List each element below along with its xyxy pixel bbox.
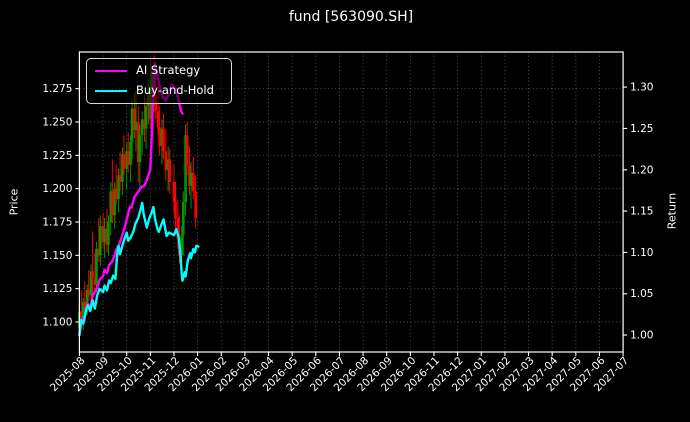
candle-body [184, 135, 187, 202]
y-right-tick-label: 1.10 [630, 247, 653, 259]
y-axis-label-price: Price [7, 188, 21, 216]
candle-body [109, 191, 113, 222]
candle-body [138, 135, 142, 162]
candle-body [133, 108, 136, 130]
y-left-tick-label: 1.200 [42, 183, 72, 195]
candle-body [189, 172, 193, 186]
candle-body [97, 248, 101, 256]
candle-body [81, 302, 85, 320]
candle-body [134, 122, 138, 130]
y-left-tick-label: 1.250 [42, 117, 72, 129]
candle-body [180, 235, 184, 256]
candle-body [80, 311, 84, 320]
y-right-tick-label: 1.20 [630, 164, 653, 176]
candle-body [111, 191, 114, 216]
buy-and-hold-line [78, 201, 200, 337]
candle-body [121, 154, 124, 182]
candle-body [149, 88, 152, 120]
candle-body [158, 127, 161, 146]
y-right-tick-label: 1.05 [630, 288, 653, 300]
candle-body [125, 151, 128, 169]
candle-body [105, 228, 109, 245]
candle-body [194, 191, 197, 218]
candle-body [164, 151, 168, 170]
candle-body [192, 172, 195, 192]
buy-and-hold-line-swatch [95, 89, 127, 93]
y-left-tick-label: 1.175 [42, 217, 72, 229]
candle-body [137, 122, 140, 162]
candle-body [162, 128, 165, 152]
y-right-tick-label: 1.25 [630, 123, 653, 135]
plot-border [78, 51, 624, 353]
candle-body [87, 290, 91, 296]
chart-title: fund [563090.SH] [288, 9, 414, 25]
candle-body [113, 188, 116, 216]
y-axis-label-return: Return [665, 192, 679, 230]
candle-body [101, 226, 105, 242]
candle-body [172, 182, 176, 202]
candle-body [174, 202, 177, 218]
candle-body [160, 128, 164, 146]
y-right-tick-label: 1.30 [630, 82, 653, 94]
legend: AI Strategy Buy-and-Hold [86, 58, 232, 104]
candle-body [95, 248, 98, 285]
y-left-tick-label: 1.150 [42, 250, 72, 262]
y-left-tick-label: 1.225 [42, 150, 72, 162]
candle-body [93, 278, 97, 285]
candle-body [89, 271, 93, 296]
y-left-tick-label: 1.275 [42, 83, 72, 95]
legend-label-ai-strategy: AI Strategy [136, 63, 201, 78]
legend-label-buy-and-hold: Buy-and-Hold [136, 83, 214, 98]
candle-body [176, 218, 180, 240]
candle-body [103, 228, 106, 242]
candle-body [118, 175, 122, 182]
candle-body [117, 175, 120, 200]
candle-body [144, 106, 148, 129]
y-right-tick-label: 1.15 [630, 206, 653, 218]
candle-body [140, 119, 144, 136]
legend-item-buy-and-hold: Buy-and-Hold [95, 85, 223, 97]
candle-body [129, 142, 132, 165]
candle-body [107, 222, 110, 245]
candle-body [114, 188, 118, 200]
y-left-tick-label: 1.125 [42, 283, 72, 295]
candle-body [99, 226, 102, 256]
candle-body [130, 108, 134, 142]
candle-body [85, 290, 89, 306]
candle-body [122, 154, 126, 169]
candle-body [166, 159, 170, 170]
candle-body [181, 202, 185, 236]
y-left-tick-label: 1.100 [42, 317, 72, 329]
axis-ticks [75, 86, 628, 356]
candle-body [185, 135, 189, 165]
candle-body [156, 111, 160, 128]
candle-body [83, 302, 87, 306]
legend-item-ai-strategy: AI Strategy [95, 65, 223, 77]
candle-body [143, 119, 146, 129]
candle-body [91, 271, 94, 278]
ai-strategy-line-swatch [95, 69, 127, 73]
candle-body [168, 159, 171, 182]
y-right-tick-label: 1.00 [630, 330, 653, 342]
candle-body [188, 164, 191, 186]
candle-body [126, 151, 130, 165]
